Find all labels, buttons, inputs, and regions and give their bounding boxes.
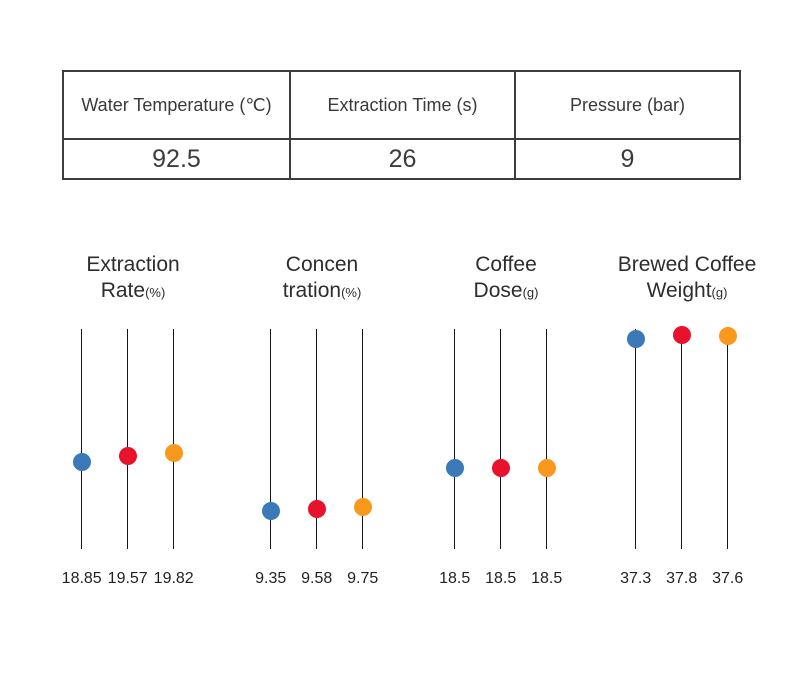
slider-dot-orange[interactable] xyxy=(718,327,737,346)
slider-value-label: 37.6 xyxy=(712,570,744,587)
slider-dot-blue[interactable] xyxy=(72,453,91,472)
slider-value-label: 19.82 xyxy=(153,570,194,587)
slider-value-label: 9.35 xyxy=(255,570,287,587)
slider-group-title: Extraction Rate(%) xyxy=(18,252,248,306)
rail-area xyxy=(58,329,208,549)
param-header-extraction-time: Extraction Time (s) xyxy=(289,72,514,138)
slider-value-label: 18.5 xyxy=(531,570,563,587)
slider-rail xyxy=(362,329,364,549)
slider-rail xyxy=(635,329,637,549)
slider-group-title-line1: Brewed Coffee xyxy=(617,253,757,276)
slider-group-title-line1: Extraction xyxy=(86,253,180,276)
slider-group-title: Brewed Coffee Weight(g) xyxy=(572,252,800,306)
slider-group-title-line1: Coffee xyxy=(475,253,537,276)
slider-rail xyxy=(727,329,729,549)
slider-rail xyxy=(81,329,83,549)
slider-dot-blue[interactable] xyxy=(626,329,645,348)
slider-dot-red[interactable] xyxy=(307,499,326,518)
param-value-pressure: 9 xyxy=(514,138,739,178)
slider-dot-orange[interactable] xyxy=(353,497,372,516)
slider-rail xyxy=(546,329,548,549)
slider-value-label: 9.58 xyxy=(301,570,333,587)
param-header-water-temperature: Water Temperature (℃) xyxy=(81,94,272,115)
slider-group-title: Coffee Dose(g) xyxy=(391,252,621,306)
slider-dot-orange[interactable] xyxy=(164,444,183,463)
slider-rail xyxy=(454,329,456,549)
slider-group-title-unit: (g) xyxy=(711,285,728,300)
slider-rail xyxy=(500,329,502,549)
slider-group-title-unit: (%) xyxy=(341,285,362,300)
labels-row: 18.85 19.57 19.82 xyxy=(58,570,208,592)
slider-value-label: 37.8 xyxy=(666,570,698,587)
slider-group-title-line1: Concen xyxy=(285,253,359,276)
slider-rail xyxy=(127,329,129,549)
slider-dot-orange[interactable] xyxy=(537,459,556,478)
slider-rail xyxy=(270,329,272,549)
slider-dot-red[interactable] xyxy=(118,446,137,465)
slider-dot-blue[interactable] xyxy=(261,501,280,520)
labels-row: 18.5 18.5 18.5 xyxy=(431,570,581,592)
slider-group-title-line2-main: tration xyxy=(282,279,342,302)
slider-group-title-line2-main: Rate xyxy=(100,279,146,302)
slider-rail xyxy=(173,329,175,549)
slider-group-title-line2-main: Dose xyxy=(473,279,523,302)
slider-group: Extraction Rate(%) 18.85 19.57 19.82 xyxy=(58,250,208,610)
slider-value-label: 18.5 xyxy=(439,570,471,587)
slider-value-label: 19.57 xyxy=(107,570,148,587)
slider-dot-blue[interactable] xyxy=(445,459,464,478)
slider-value-label: 18.5 xyxy=(485,570,517,587)
slider-value-label: 18.85 xyxy=(61,570,102,587)
slider-group-title-line2-main: Weight xyxy=(646,279,712,302)
slider-group-title-unit: (%) xyxy=(145,285,166,300)
slider-rail xyxy=(681,329,683,549)
param-header-pressure: Pressure (bar) xyxy=(514,72,739,138)
param-value-water-temperature: 92.5 xyxy=(64,138,289,178)
rail-area xyxy=(431,329,581,549)
slider-dot-red[interactable] xyxy=(672,325,691,344)
slider-group: Brewed Coffee Weight(g) 37.3 37.8 37.6 xyxy=(612,250,762,610)
slider-group: Coffee Dose(g) 18.5 18.5 18.5 xyxy=(431,250,581,610)
slider-value-label: 9.75 xyxy=(347,570,379,587)
slider-value-label: 37.3 xyxy=(620,570,652,587)
slider-dot-red[interactable] xyxy=(491,459,510,478)
parameters-table: Water Temperature (℃) Extraction Time (s… xyxy=(62,70,741,180)
labels-row: 37.3 37.8 37.6 xyxy=(612,570,762,592)
slider-rail xyxy=(316,329,318,549)
labels-row: 9.35 9.58 9.75 xyxy=(247,570,397,592)
slider-group-title-unit: (g) xyxy=(522,285,539,300)
slider-group: Concen tration(%) 9.35 9.58 9.75 xyxy=(247,250,397,610)
slider-group-title: Concen tration(%) xyxy=(207,252,437,306)
rail-area xyxy=(247,329,397,549)
rail-area xyxy=(612,325,762,549)
param-value-extraction-time: 26 xyxy=(289,138,514,178)
